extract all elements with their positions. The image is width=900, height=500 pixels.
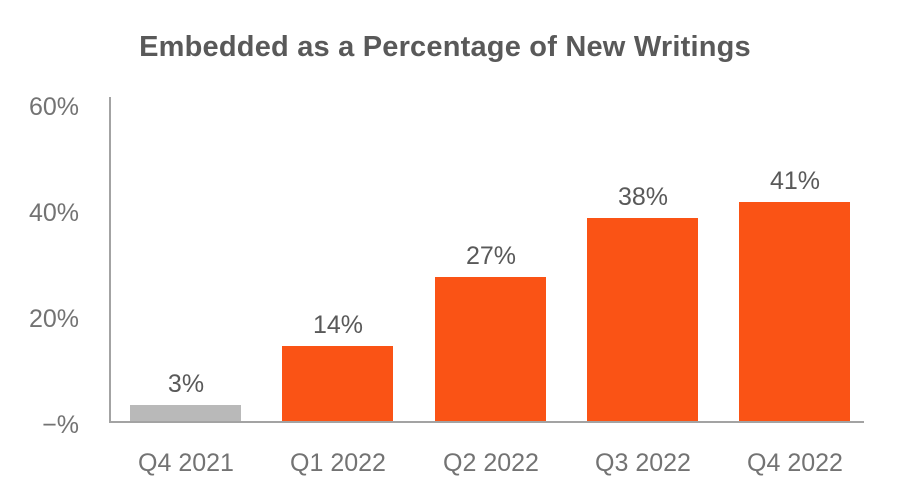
y-tick-label: −% (42, 411, 79, 439)
x-tick-label: Q4 2022 (747, 449, 843, 477)
x-tick-label: Q1 2022 (290, 449, 386, 477)
bar-q1-2022 (282, 346, 393, 421)
bar-value-label: 3% (167, 370, 205, 398)
x-tick-label: Q3 2022 (595, 449, 691, 477)
y-tick-label: 40% (28, 199, 79, 227)
bar-q2-2022 (435, 277, 546, 421)
x-axis-line (109, 421, 864, 423)
x-tick-label: Q2 2022 (443, 449, 539, 477)
bar-value-label: 27% (465, 242, 517, 270)
bar-value-label: 38% (617, 183, 669, 211)
bar-q4-2021 (130, 405, 241, 421)
y-axis-line (109, 97, 111, 423)
y-tick-label: 20% (28, 305, 79, 333)
bar-value-label: 14% (312, 311, 364, 339)
bar-q3-2022 (587, 218, 698, 421)
bar-q4-2022 (739, 202, 850, 421)
chart-title: Embedded as a Percentage of New Writings (139, 31, 751, 63)
y-tick-label: 60% (28, 93, 79, 121)
bar-value-label: 41% (769, 167, 821, 195)
x-tick-label: Q4 2021 (138, 449, 234, 477)
